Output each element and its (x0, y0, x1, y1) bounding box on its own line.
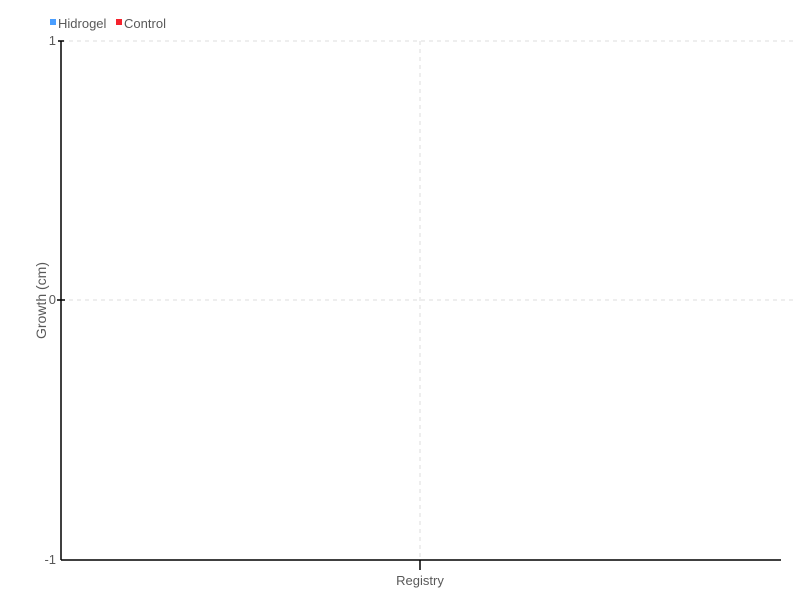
svg-text:Registry: Registry (396, 573, 444, 588)
svg-text:0: 0 (49, 292, 56, 307)
svg-text:-1: -1 (44, 552, 56, 567)
svg-text:1: 1 (49, 33, 56, 48)
